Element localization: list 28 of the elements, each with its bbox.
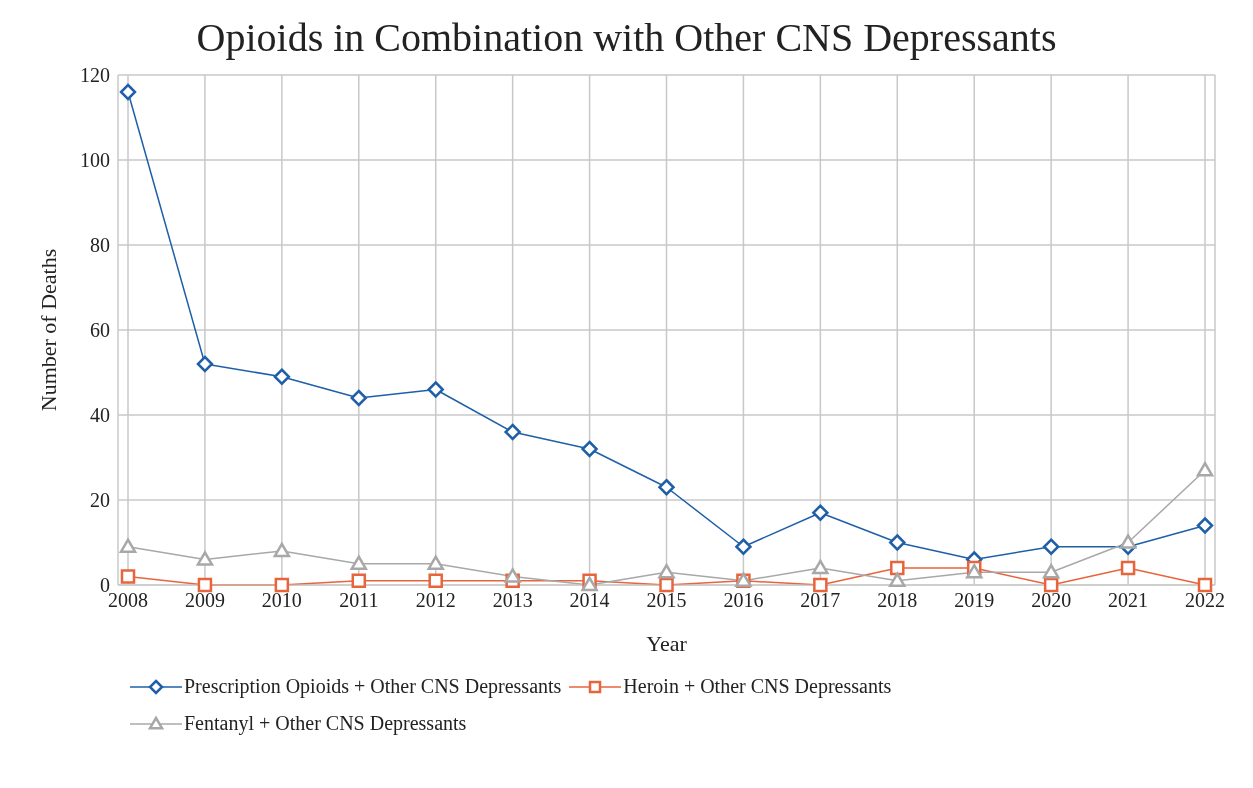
x-tick-label: 2014	[569, 589, 610, 612]
x-tick-label: 2020	[1031, 589, 1072, 612]
x-tick-label: 2009	[184, 589, 225, 612]
legend-label: Heroin + Other CNS Depressants	[623, 675, 892, 698]
y-tick-label: 120	[80, 64, 110, 87]
x-tick-label: 2018	[877, 589, 918, 612]
x-tick-label: 2013	[492, 589, 533, 612]
x-tick-label: 2016	[723, 589, 764, 612]
chart-title: Opioids in Combination with Other CNS Depressants	[195, 14, 1058, 61]
y-tick-label: 20	[90, 489, 110, 512]
x-tick-label: 2021	[1108, 589, 1149, 612]
x-tick-label: 2012	[415, 589, 456, 612]
y-tick-label: 80	[90, 234, 110, 257]
legend-label: Prescription Opioids + Other CNS Depressants	[184, 675, 562, 698]
x-tick-label: 2017	[800, 589, 841, 612]
x-axis-title: Year	[646, 631, 688, 656]
x-tick-label: 2019	[954, 589, 995, 612]
legend-label: Fentanyl + Other CNS Depressants	[184, 712, 467, 735]
y-axis-title: Number of Deaths	[35, 248, 61, 412]
x-tick-label: 2010	[261, 589, 302, 612]
x-tick-label: 2022	[1185, 589, 1225, 612]
x-tick-label: 2008	[108, 589, 148, 612]
y-tick-label: 60	[90, 319, 110, 342]
x-tick-label: 2011	[339, 589, 379, 612]
y-tick-label: 40	[90, 404, 110, 427]
y-tick-label: 0	[100, 574, 110, 597]
x-tick-label: 2015	[646, 589, 687, 612]
y-tick-label: 100	[80, 149, 110, 172]
